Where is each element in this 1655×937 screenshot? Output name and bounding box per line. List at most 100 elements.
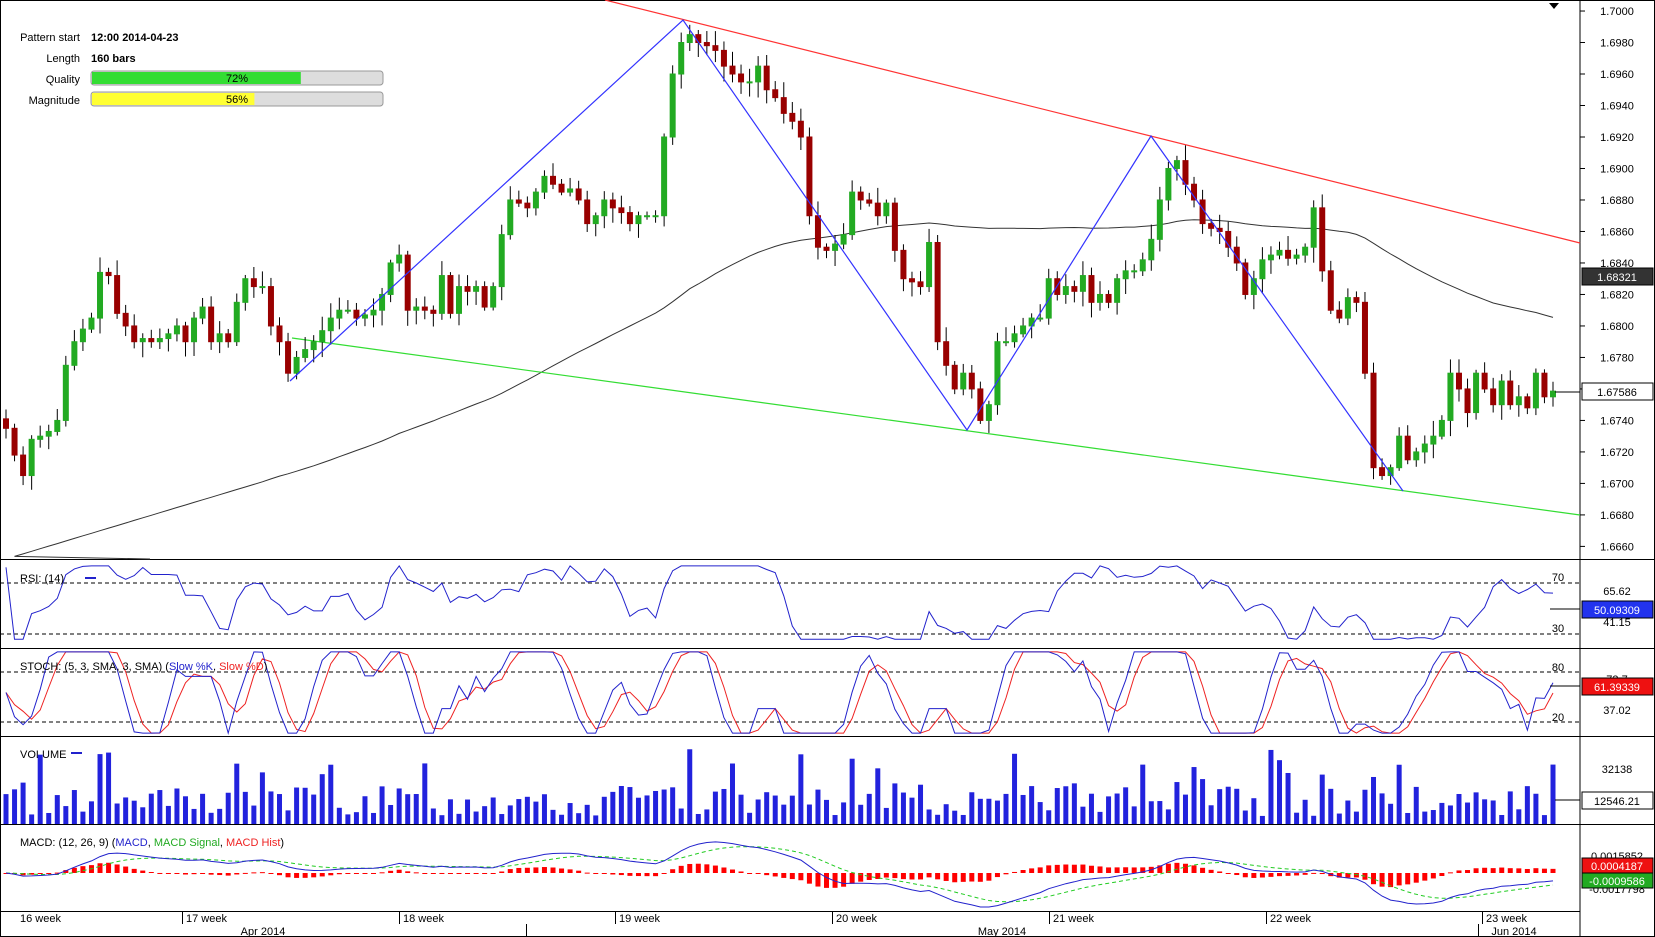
volume-bar — [1251, 798, 1257, 824]
candle — [404, 250, 411, 326]
volume-bar — [1071, 783, 1077, 824]
volume-bar — [1328, 788, 1334, 824]
time-axis: 16 week 17 week 18 week 19 week 20 week … — [0, 911, 1537, 937]
volume-bar — [772, 795, 778, 824]
candle-body — [336, 309, 343, 319]
macd-hist-bar — [311, 873, 317, 878]
macd-hist-bar — [217, 873, 223, 876]
volume-bar — [311, 794, 317, 824]
volume-bar — [670, 787, 676, 824]
macd-hist-bar — [208, 873, 214, 875]
candle-body — [1208, 223, 1215, 229]
macd-hist-bar — [670, 869, 676, 873]
candle — [746, 68, 753, 97]
volume-bar — [952, 810, 958, 824]
volume-bar — [1140, 764, 1146, 824]
volume-bar — [918, 784, 924, 824]
volume-bar — [764, 792, 770, 824]
candle — [1319, 194, 1326, 282]
candle — [285, 332, 292, 382]
volume-bar — [268, 791, 274, 824]
candle — [575, 180, 582, 205]
candle — [396, 244, 403, 272]
macd-hist-bar — [499, 871, 505, 873]
candle — [1002, 327, 1009, 347]
candle — [1276, 241, 1283, 260]
volume-bar — [1456, 793, 1462, 824]
stochastic-panel: 80 20 73.7 37.02 STOCH: (5, 3, SMA, 3, S… — [0, 651, 1654, 736]
candle — [1524, 393, 1531, 415]
volume-bar — [1550, 764, 1556, 824]
macd-hist-bar — [516, 867, 522, 873]
candle — [344, 300, 351, 314]
volume-bar — [559, 814, 565, 824]
candle — [1267, 246, 1274, 274]
macd-hist-bar — [661, 873, 667, 874]
candle-body — [1507, 380, 1514, 406]
ma-value-label: 1.68321 — [1597, 272, 1637, 284]
candle-body — [199, 306, 206, 319]
macd-hist-bar — [1046, 865, 1052, 873]
volume-bar — [1473, 792, 1479, 824]
price-tick-label: 1.6900 — [1600, 163, 1634, 175]
volume-bar — [635, 797, 641, 824]
volume-bar — [242, 791, 248, 824]
price-tick-label: 1.6780 — [1600, 352, 1634, 364]
candle-body — [105, 271, 112, 277]
candle — [1122, 260, 1129, 295]
candle — [669, 65, 676, 145]
macd-hist-bar — [29, 873, 35, 875]
volume-bar — [1524, 786, 1530, 824]
candle — [1438, 415, 1445, 440]
macd-hist-bar — [815, 873, 821, 887]
volume-bar — [704, 809, 710, 824]
candle-body — [250, 278, 257, 288]
candle-body — [1515, 396, 1522, 406]
candle-body — [934, 241, 941, 343]
candle — [490, 282, 497, 311]
volume-bar — [362, 796, 368, 824]
scroll-marker-icon[interactable] — [1549, 3, 1559, 9]
month-jun-label: Jun 2014 — [1491, 926, 1536, 937]
volume-bar — [909, 797, 915, 824]
candle — [1208, 218, 1215, 237]
candle-body — [686, 34, 693, 44]
candle-body — [797, 120, 804, 138]
macd-hist-bar — [285, 873, 291, 878]
volume-bar — [1242, 810, 1248, 824]
macd-hist-bar — [165, 873, 171, 874]
volume-bar — [1080, 806, 1086, 824]
volume-bar — [550, 809, 556, 824]
volume-bar — [1413, 786, 1419, 824]
volume-bar — [1106, 796, 1112, 824]
candle — [1310, 200, 1317, 263]
volume-bar — [71, 790, 77, 824]
volume-bar — [1379, 793, 1385, 824]
candle-body — [814, 215, 821, 248]
volume-bar — [447, 799, 453, 824]
volume-bar — [148, 793, 154, 824]
volume-bar — [174, 788, 180, 824]
candle-body — [1225, 230, 1232, 248]
candle — [661, 133, 668, 227]
volume-bar — [1465, 802, 1471, 824]
candle-body — [1413, 451, 1420, 461]
candle — [934, 235, 941, 351]
candle-body — [1430, 435, 1437, 445]
candle-body — [139, 338, 146, 343]
volume-bar — [524, 796, 530, 824]
candle-body — [968, 372, 975, 390]
macd-hist-bar — [97, 863, 103, 873]
candle — [772, 81, 779, 102]
candle — [37, 425, 44, 448]
macd-hist-bar — [892, 873, 898, 879]
macd-hist-bar — [1234, 873, 1240, 876]
volume-bar — [1174, 782, 1180, 824]
macd-hist-bar — [704, 864, 710, 873]
candle — [1336, 301, 1343, 324]
macd-line — [5, 841, 1554, 908]
macd-hist-bar — [71, 867, 77, 873]
candle — [233, 293, 240, 346]
volume-bar — [1353, 811, 1359, 824]
candle-body — [1370, 372, 1377, 469]
